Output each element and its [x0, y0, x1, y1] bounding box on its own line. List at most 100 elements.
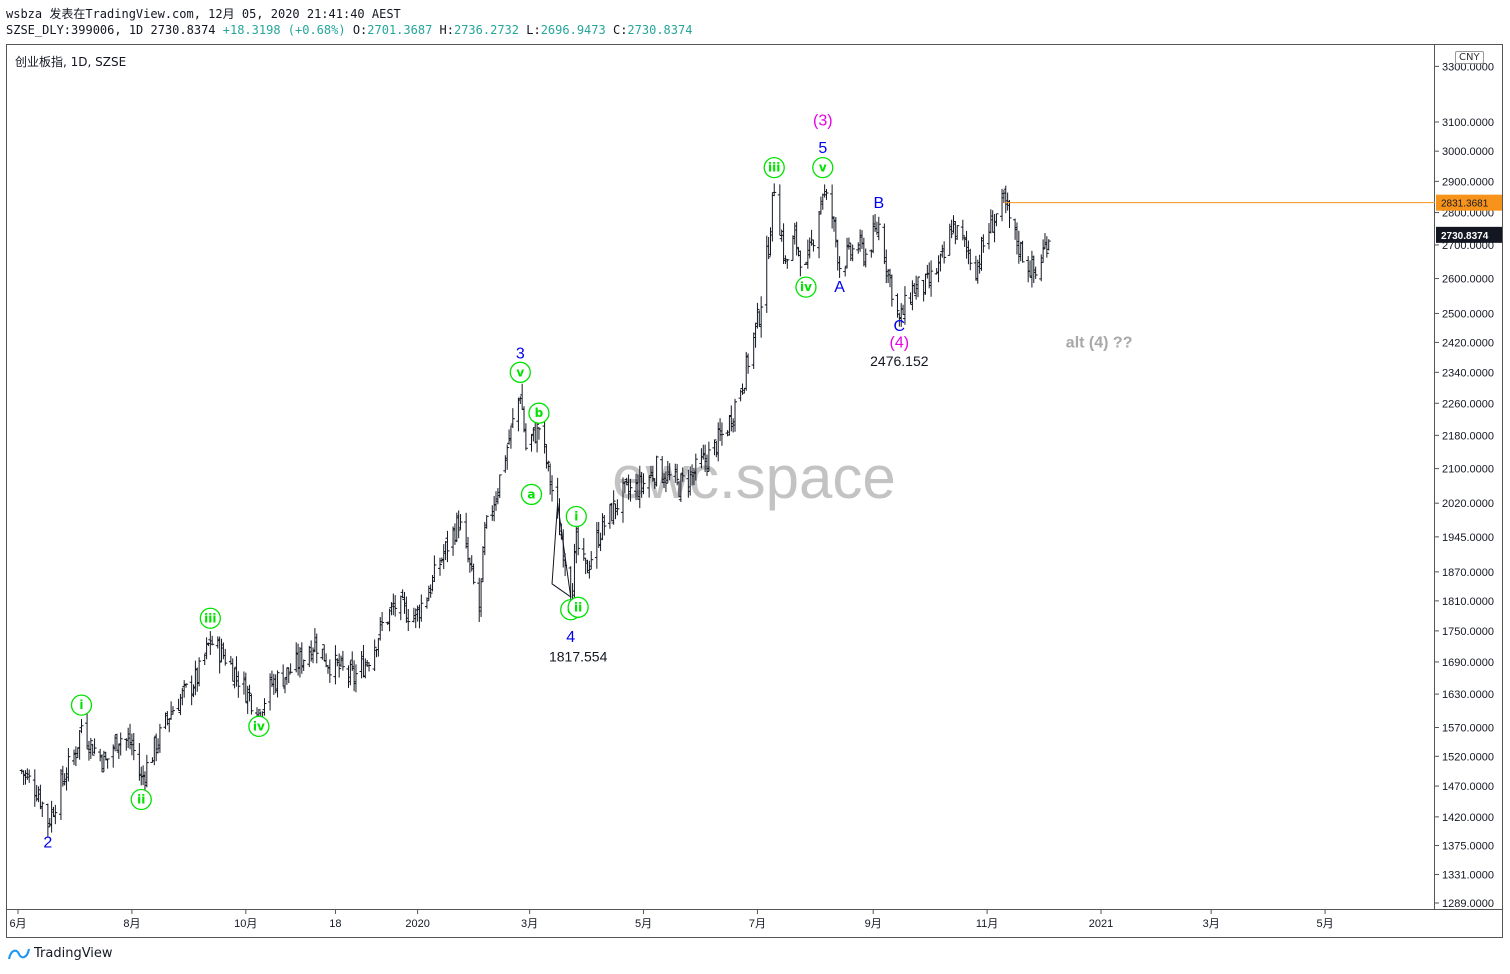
high-label: H: [439, 23, 454, 37]
time-axis[interactable] [6, 910, 1503, 938]
x-tick-label: 10月 [234, 918, 257, 930]
wave-label-intermediate: 3 [516, 345, 525, 362]
wave-label-minor: ii [574, 600, 582, 614]
open-label: O: [352, 23, 368, 37]
wave-label-intermediate: A [834, 279, 845, 296]
y-tick-label: 2700.0000 [1442, 240, 1494, 252]
y-tick-label: 2500.0000 [1442, 308, 1494, 320]
low-label: L: [526, 23, 541, 37]
wave-circle [70, 694, 93, 716]
price-axis[interactable] [1435, 44, 1503, 910]
wave-label-minor: iv [253, 719, 265, 733]
x-tick-label: 7月 [749, 918, 766, 930]
y-tick-label: 1750.0000 [1442, 626, 1494, 638]
y-tick-label: 3300.0000 [1442, 61, 1494, 73]
wave-label-minor: i [79, 698, 83, 712]
ticker-info: SZSE_DLY:399006, 1D 2730.8374 [6, 23, 216, 37]
y-tick-label: 3100.0000 [1442, 117, 1494, 129]
wave-label-minor: iv [800, 280, 812, 294]
last-price-label: 2730.8374 [1441, 231, 1489, 242]
x-tick-label: 5月 [1317, 918, 1334, 930]
watermark-text: ewc.space [612, 444, 895, 511]
wave-label-intermediate: 4 [566, 629, 575, 646]
symbol-label: 创业板指, 1D, SZSE [15, 55, 127, 69]
wave-circle [520, 483, 543, 506]
x-tick-label: 5月 [635, 918, 652, 930]
y-tick-label: 1520.0000 [1442, 751, 1494, 763]
wave-label-minor: a [527, 487, 535, 501]
wave-label-minor: i [574, 510, 578, 524]
change-value: +18.3198 (+0.68%) [222, 23, 346, 37]
wave-label-intermediate: C [894, 318, 906, 335]
y-tick-label: 3000.0000 [1442, 146, 1494, 158]
x-tick-label: 18 [329, 918, 341, 930]
plot-area[interactable] [6, 44, 1435, 910]
wave-circle [812, 157, 834, 179]
price-extreme-label: 2476.152 [870, 353, 929, 369]
wave-circle [567, 596, 589, 618]
wave-label-intermediate: 5 [818, 140, 827, 157]
wave-circle [509, 361, 531, 383]
publish-info: wsbza 发表在TradingView.com, 12月 05, 2020 2… [6, 7, 401, 21]
y-tick-label: 1470.0000 [1442, 781, 1494, 793]
wave-circle [130, 788, 152, 811]
tradingview-brand[interactable]: TradingView [8, 946, 113, 961]
x-tick-label: 2020 [405, 918, 429, 930]
y-tick-label: 1630.0000 [1442, 689, 1494, 701]
y-tick-label: 1870.0000 [1442, 567, 1494, 579]
alt-wave-note: alt (4) ?? [1066, 334, 1133, 351]
y-tick-label: 1810.0000 [1442, 596, 1494, 608]
wave-label-primary: (3) [813, 113, 833, 130]
y-tick-label: 2900.0000 [1442, 176, 1494, 188]
wave-label-minor: iii [204, 611, 216, 625]
y-tick-label: 2100.0000 [1442, 464, 1494, 476]
y-tick-label: 1375.0000 [1442, 841, 1494, 853]
wave-label-minor: ii [137, 792, 145, 806]
y-tick-label: 1331.0000 [1442, 869, 1494, 881]
wave-circle [199, 607, 221, 629]
y-tick-label: 2180.0000 [1442, 430, 1494, 442]
wave-label-primary: (4) [890, 334, 910, 351]
wave-label-minor: v [516, 365, 524, 379]
x-tick-label: 3月 [521, 918, 538, 930]
wave-circle [795, 276, 817, 298]
y-tick-label: 1420.0000 [1442, 812, 1494, 824]
wave-circle [763, 157, 785, 179]
wave-label-minor: v [819, 161, 827, 175]
x-tick-label: 8月 [123, 918, 140, 930]
x-tick-label: 3月 [1203, 918, 1220, 930]
wave-label-minor: b [535, 406, 544, 420]
y-tick-label: 2340.0000 [1442, 367, 1494, 379]
y-tick-label: 2260.0000 [1442, 398, 1494, 410]
wave-label-intermediate: 2 [43, 834, 52, 851]
y-tick-label: 1690.0000 [1442, 657, 1494, 669]
high-value: 2736.2732 [453, 23, 520, 37]
y-tick-label: 2020.0000 [1442, 498, 1494, 510]
resistance-price-label: 2831.3681 [1441, 199, 1489, 210]
open-value: 2701.3687 [367, 23, 433, 37]
wave-circle [248, 715, 270, 738]
wave-circle [528, 402, 550, 424]
currency-button[interactable]: CNY [1455, 51, 1484, 64]
tradingview-wordmark: TradingView [34, 946, 113, 961]
low-value: 2696.9473 [540, 23, 606, 37]
y-tick-label: 1289.0000 [1442, 898, 1494, 910]
last-price-tag [1436, 226, 1502, 243]
x-tick-label: 6月 [9, 918, 26, 930]
y-tick-label: 2600.0000 [1442, 274, 1494, 286]
y-tick-label: 2420.0000 [1442, 337, 1494, 349]
wave-label-minor: iii [768, 161, 780, 175]
close-label: C: [612, 23, 628, 37]
ohlc-legend: SZSE_DLY:399006, 1D 2730.8374 +18.3198 (… [6, 23, 692, 37]
wave-label-intermediate: B [873, 195, 884, 212]
price-extreme-label: 1817.554 [549, 649, 608, 665]
x-tick-label: 9月 [865, 918, 882, 930]
tradingview-logo-icon [8, 948, 30, 959]
wave-circle [565, 505, 587, 528]
x-tick-label: 2021 [1089, 918, 1113, 930]
x-tick-label: 11月 [976, 918, 998, 930]
wave-triangle-drawing [551, 503, 572, 599]
close-value: 2730.8374 [627, 23, 693, 37]
resistance-price-tag [1436, 194, 1502, 211]
